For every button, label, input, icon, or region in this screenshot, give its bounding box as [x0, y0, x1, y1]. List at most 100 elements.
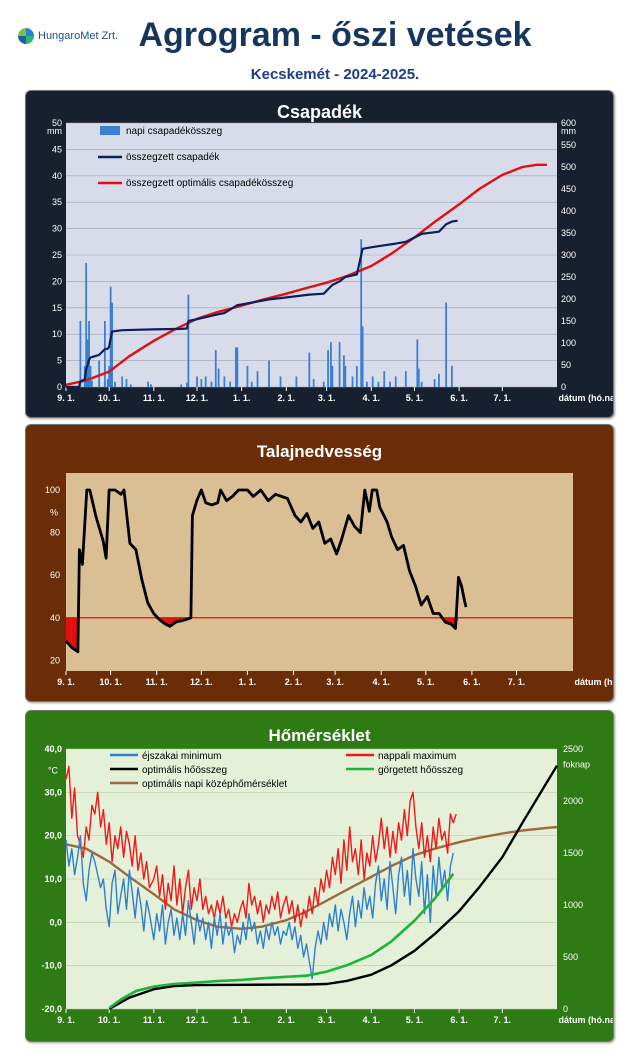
y-right-tick-label: 1000 — [563, 900, 583, 910]
precip-bar — [111, 302, 113, 387]
precip-bar — [217, 368, 220, 387]
precip-bar — [200, 379, 203, 387]
precip-bar — [246, 365, 249, 387]
x-tick-label: 7. 1. — [508, 677, 526, 687]
precip-bar — [236, 347, 239, 387]
precip-bar — [308, 352, 311, 387]
precip-bar — [295, 376, 298, 387]
y-left-tick-label: 0 — [57, 382, 62, 392]
y-right-tick-label: 300 — [561, 250, 576, 260]
y-right-tick-label: 600 — [561, 118, 576, 128]
precip-bar — [416, 339, 419, 387]
hungaromet-logo-icon — [18, 28, 34, 44]
y-right-tick-label: 2500 — [563, 744, 583, 754]
y-left-tick-label: 10,0 — [44, 874, 62, 884]
precip-bar — [210, 381, 213, 387]
precip-bar — [129, 384, 132, 387]
precip-bar — [204, 376, 207, 387]
precip-bar — [371, 376, 374, 387]
precip-bar — [279, 376, 282, 387]
optimal-mean-temp-line — [65, 825, 558, 931]
soil-moisture-panel: Talajnedvesség 20 40 60 80 100% 9. 1. 10. 1. 11.… — [25, 424, 614, 702]
precip-bar — [338, 342, 341, 387]
precip-bar — [250, 381, 253, 387]
y-right-unit: foknap — [563, 760, 590, 770]
cumulative-precip-line — [66, 219, 458, 389]
chart-title: Csapadék — [277, 102, 363, 122]
precip-bar — [79, 321, 82, 387]
precip-bar — [360, 239, 363, 387]
x-tick-label: 4. 1. — [362, 393, 380, 403]
x-tick-label: 12. 1. — [186, 1015, 209, 1025]
precip-bar — [445, 302, 448, 387]
y-tick-label: 40 — [50, 613, 60, 623]
x-tick-label: 7. 1. — [494, 393, 512, 403]
y-left-tick-label: 35 — [52, 197, 62, 207]
hungaromet-logo: HungaroMet Zrt. — [18, 28, 118, 44]
y-tick-label: 60 — [50, 570, 60, 580]
precip-bar — [355, 365, 358, 387]
y-left-tick-label: 30 — [52, 224, 62, 234]
precip-bar — [404, 371, 407, 387]
x-tick-label: 6. 1. — [450, 1015, 468, 1025]
y-right-tick-label: 1500 — [563, 848, 583, 858]
legend-label: összegzett csapadék — [126, 152, 220, 163]
x-tick-label: 6. 1. — [450, 393, 468, 403]
precip-bar — [366, 381, 368, 387]
legend-label: görgetett hőösszeg — [378, 765, 463, 776]
precip-bar — [361, 326, 364, 387]
x-tick-label: 2. 1. — [278, 393, 296, 403]
y-tick-label: 20 — [50, 655, 60, 665]
page-title: Agrogram - őszi vetések — [138, 16, 532, 54]
precip-bar — [322, 381, 325, 387]
daily-max-line — [65, 765, 457, 928]
legend-label: éjszakai minimum — [142, 751, 221, 762]
optimal-cumulative-precip-line — [65, 163, 547, 386]
precipitation-panel: Csapadék 0 5 10 15 20 25 30 35 40 45 50 0 50 100 150 200… — [25, 90, 614, 418]
precip-bar — [125, 379, 128, 387]
y-left-unit: °C — [48, 766, 59, 776]
precip-bar — [223, 376, 226, 387]
y-left-tick-label: -10,0 — [41, 961, 62, 971]
precip-bar — [351, 376, 354, 387]
precip-bar — [420, 381, 423, 387]
x-tick-label: 9. 1. — [57, 1015, 75, 1025]
legend-label: optimális napi középhőmérséklet — [142, 779, 287, 790]
y-right-tick-label: 200 — [561, 294, 576, 304]
x-tick-label: 1. 1. — [233, 393, 251, 403]
temperature-panel: Hőmérséklet -20,0 -10,0 0,0 10,0 20,0 30,0 40,0… — [25, 710, 614, 1042]
y-right-tick-label: 400 — [561, 206, 576, 216]
precip-bar — [417, 368, 420, 387]
precip-bar — [330, 342, 332, 387]
precip-bar — [180, 384, 183, 387]
legend-label: napi csapadékösszeg — [126, 126, 222, 137]
y-left-tick-label: 20 — [52, 276, 62, 286]
y-right-tick-label: 100 — [561, 338, 576, 348]
y-right-tick-label: 50 — [561, 360, 571, 370]
y-left-tick-label: 40 — [52, 171, 62, 181]
x-tick-label: 12. 1. — [186, 393, 209, 403]
precip-bar — [327, 350, 329, 387]
precip-bar — [98, 360, 101, 387]
rolling-gdd-line — [108, 873, 455, 1010]
x-tick-label: 10. 1. — [98, 1015, 121, 1025]
precip-bar — [108, 365, 111, 387]
legend-swatch — [100, 126, 120, 135]
y-right-tick-label: 500 — [561, 162, 576, 172]
y-right-tick-label: 500 — [563, 952, 578, 962]
y-left-tick-label: 45 — [52, 144, 62, 154]
precip-bar — [256, 371, 259, 387]
x-tick-label: 3. 1. — [318, 1015, 336, 1025]
y-unit: % — [50, 507, 58, 517]
y-right-tick-label: 0 — [563, 1004, 568, 1014]
precip-bar — [186, 382, 188, 387]
x-tick-label: 9. 1. — [57, 393, 75, 403]
y-left-tick-label: 25 — [52, 250, 62, 260]
precip-bar — [342, 355, 345, 387]
x-axis-label: dátum (hó.nap) — [559, 1015, 614, 1025]
precip-bar — [383, 371, 386, 387]
precip-bar — [438, 373, 440, 387]
precip-bar — [229, 381, 232, 387]
y-left-tick-label: 5 — [57, 356, 62, 366]
chart-title: Hőmérséklet — [268, 726, 370, 745]
